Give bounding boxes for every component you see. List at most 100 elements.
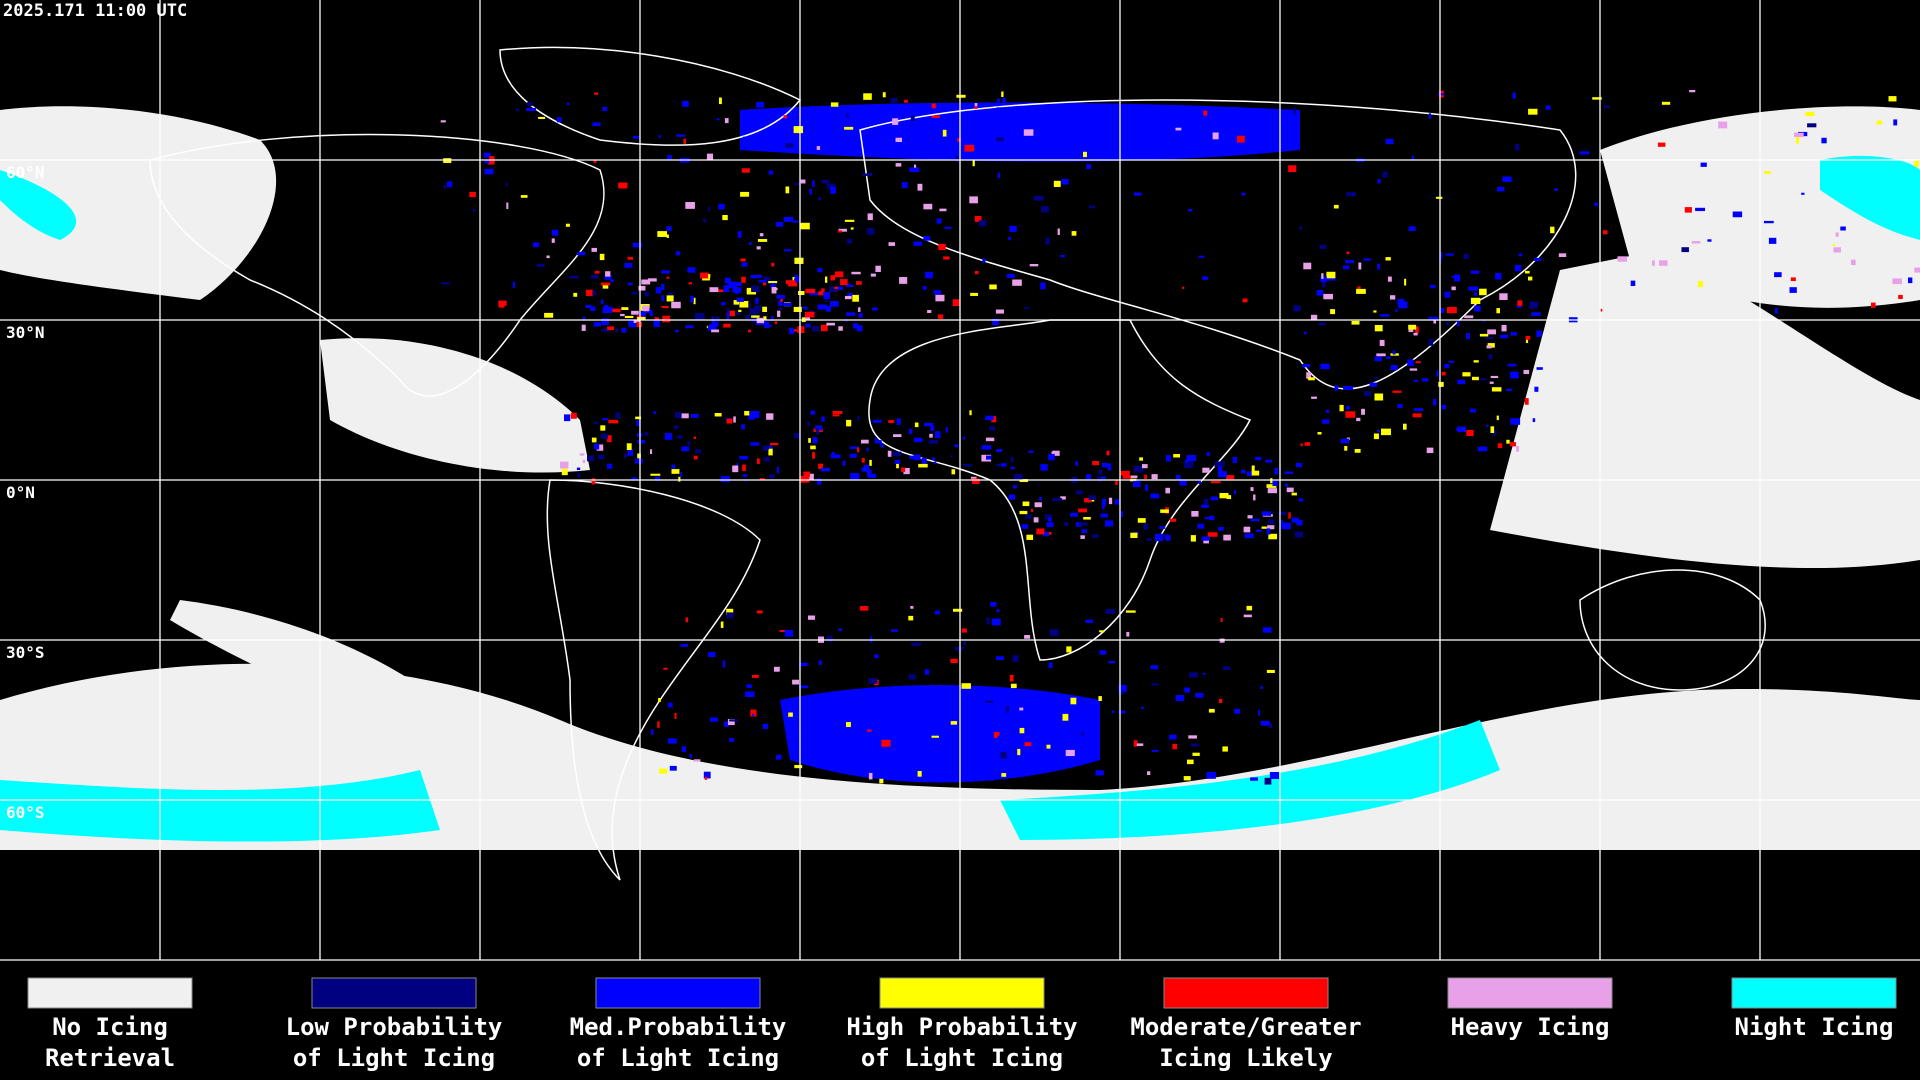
icing-speckle xyxy=(774,666,780,672)
icing-speckle xyxy=(1299,225,1302,230)
icing-speckle xyxy=(821,416,825,422)
icing-speckle xyxy=(1464,315,1474,319)
icing-speckle xyxy=(1000,751,1007,759)
icing-speckle xyxy=(654,476,661,481)
icing-speckle xyxy=(1040,282,1046,290)
icing-speckle xyxy=(1210,496,1219,501)
icing-speckle xyxy=(1833,247,1841,253)
icing-speckle xyxy=(1266,528,1271,535)
icing-speckle xyxy=(996,609,1000,613)
icing-speckle xyxy=(996,464,1003,467)
icing-speckle xyxy=(1525,270,1530,274)
icing-speckle xyxy=(722,660,726,668)
icing-speckle xyxy=(1243,614,1252,618)
icing-speckle xyxy=(838,628,843,631)
icing-speckle xyxy=(1012,279,1022,286)
icing-speckle xyxy=(715,289,724,293)
icing-speckle xyxy=(745,314,751,319)
icing-speckle xyxy=(1234,709,1241,714)
icing-speckle xyxy=(440,282,450,285)
icing-speckle xyxy=(872,419,882,423)
icing-speckle xyxy=(512,281,515,289)
icing-speckle xyxy=(667,292,674,296)
icing-speckle xyxy=(1517,300,1523,306)
icing-speckle xyxy=(929,433,933,438)
icing-speckle xyxy=(704,776,708,780)
icing-speckle xyxy=(1835,232,1839,237)
icing-speckle xyxy=(585,289,593,296)
icing-speckle xyxy=(620,313,625,317)
icing-speckle xyxy=(909,167,920,173)
icing-speckle xyxy=(1040,464,1048,471)
icing-speckle xyxy=(1871,302,1876,308)
icing-speckle xyxy=(1066,646,1072,653)
legend-label: Icing Likely xyxy=(1159,1044,1332,1072)
icing-speckle xyxy=(1514,265,1522,272)
legend-label: Low Probability xyxy=(286,1013,503,1041)
icing-speckle xyxy=(602,106,608,111)
icing-speckle xyxy=(777,310,781,317)
icing-speckle xyxy=(846,722,851,728)
icing-speckle xyxy=(807,421,810,428)
icing-speckle xyxy=(560,461,569,469)
icing-speckle xyxy=(687,267,696,273)
icing-speckle xyxy=(943,256,950,260)
icing-speckle xyxy=(723,285,730,293)
icing-speckle xyxy=(577,473,581,478)
icing-speckle xyxy=(661,295,665,302)
icing-speckle xyxy=(852,323,859,329)
icing-speckle xyxy=(520,195,528,198)
icing-speckle xyxy=(816,428,820,435)
icing-speckle xyxy=(925,271,933,279)
icing-speckle xyxy=(1435,196,1443,199)
icing-speckle xyxy=(1411,155,1415,160)
icing-speckle xyxy=(1084,498,1092,503)
icing-speckle xyxy=(908,429,913,435)
icing-speckle xyxy=(654,317,659,321)
icing-speckle xyxy=(1108,661,1115,664)
icing-speckle xyxy=(748,413,755,420)
icing-speckle xyxy=(963,464,973,467)
icing-speckle xyxy=(741,262,748,267)
icing-speckle xyxy=(1222,666,1231,671)
icing-speckle xyxy=(739,301,749,308)
icing-speckle xyxy=(780,298,783,302)
icing-speckle xyxy=(837,230,843,233)
icing-speckle xyxy=(1105,520,1114,527)
icing-speckle xyxy=(607,326,614,331)
icing-speckle xyxy=(1019,727,1025,734)
icing-speckle xyxy=(1208,708,1215,713)
icing-speckle xyxy=(1260,720,1270,726)
icing-speckle xyxy=(1496,415,1499,421)
icing-speckle xyxy=(1218,527,1224,531)
icing-speckle xyxy=(1049,629,1059,636)
icing-speckle xyxy=(658,135,661,139)
icing-speckle xyxy=(1012,655,1019,663)
icing-speckle xyxy=(1689,90,1696,93)
icing-speckle xyxy=(821,324,828,332)
icing-speckle xyxy=(996,449,1003,453)
icing-speckle xyxy=(1046,522,1054,528)
legend-label: No Icing xyxy=(52,1013,168,1041)
icing-speckle xyxy=(974,216,982,222)
icing-speckle xyxy=(1142,464,1148,469)
icing-speckle xyxy=(1392,350,1396,355)
icing-speckle xyxy=(986,455,992,460)
icing-speckle xyxy=(561,468,568,476)
icing-speckle xyxy=(1377,263,1380,270)
icing-speckle xyxy=(729,719,739,722)
icing-speckle xyxy=(676,134,686,137)
icing-speckle xyxy=(844,219,855,222)
icing-speckle xyxy=(1296,520,1303,526)
icing-speckle xyxy=(858,313,863,318)
icing-speckle xyxy=(793,306,802,312)
icing-speckle xyxy=(1183,776,1191,781)
icing-speckle xyxy=(675,329,679,333)
icing-speckle xyxy=(805,288,816,294)
icing-speckle xyxy=(1415,361,1421,364)
icing-speckle xyxy=(793,126,804,134)
icing-speckle xyxy=(1545,105,1551,110)
icing-speckle xyxy=(661,306,669,309)
icing-speckle xyxy=(1326,271,1336,279)
